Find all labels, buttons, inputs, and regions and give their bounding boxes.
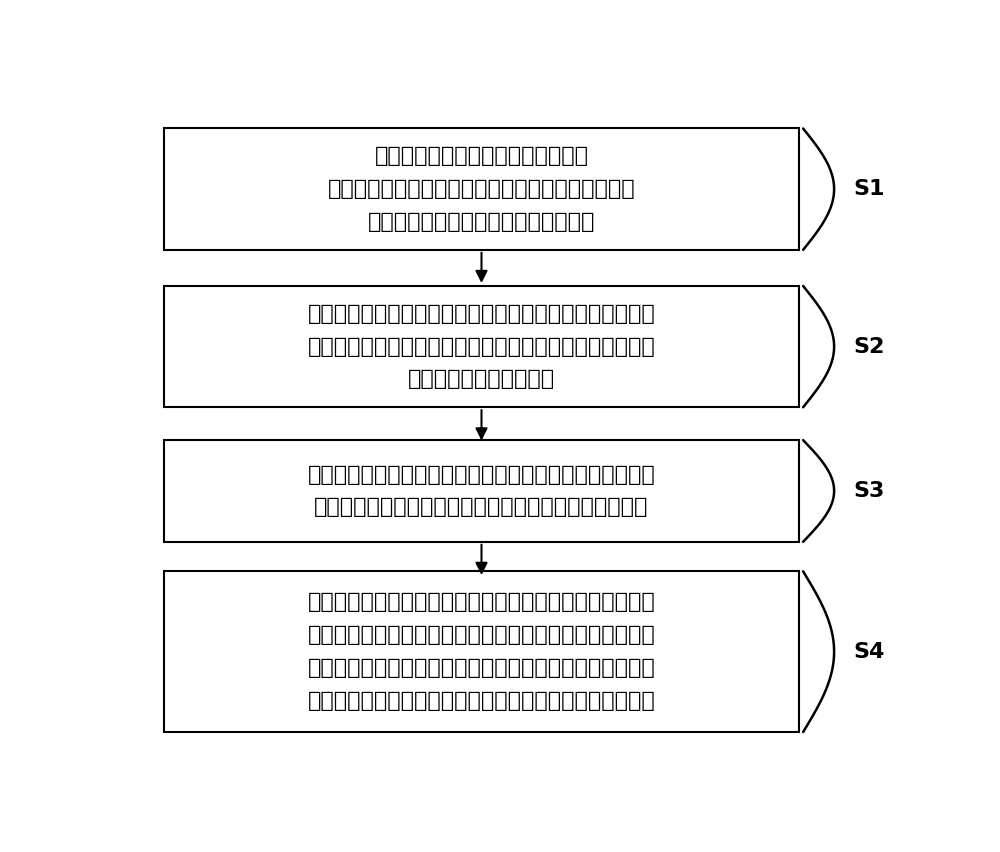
FancyBboxPatch shape xyxy=(164,572,799,732)
Text: S4: S4 xyxy=(854,642,885,662)
Text: S3: S3 xyxy=(854,481,885,501)
Text: 判断在当前实时位置与目标位置之间的前进路线上是否会与
其他移动机器人发生碰撞事件，如果会则根据当前实时位置
与目标位置之间的前进路线对所述移动机器人及会与其发生: 判断在当前实时位置与目标位置之间的前进路线上是否会与 其他移动机器人发生碰撞事件… xyxy=(308,592,655,711)
Text: S2: S2 xyxy=(854,337,885,357)
Text: 获取待规划路径的目标区域的图像，
根据所述目标区域的图像生成目标区域的路径地图，
并确定所述移动机器人的当前位置信息: 获取待规划路径的目标区域的图像， 根据所述目标区域的图像生成目标区域的路径地图，… xyxy=(328,147,635,232)
FancyBboxPatch shape xyxy=(164,286,799,407)
FancyBboxPatch shape xyxy=(164,129,799,250)
FancyBboxPatch shape xyxy=(164,440,799,542)
Text: S1: S1 xyxy=(854,179,885,199)
Text: 所述移动机器人根据所述前进路线从所述当前位置向目标位
置前进，并实时获得所述移动机器人的当前实时位置信息: 所述移动机器人根据所述前进路线从所述当前位置向目标位 置前进，并实时获得所述移动… xyxy=(308,464,655,517)
Text: 根据所述移动机器人的当前位置信息以及目标位置信息，在
所述目标区域的路径地图中生成所述移动机器人从当前位置
到达目标位置的前进路线: 根据所述移动机器人的当前位置信息以及目标位置信息，在 所述目标区域的路径地图中生… xyxy=(308,304,655,389)
